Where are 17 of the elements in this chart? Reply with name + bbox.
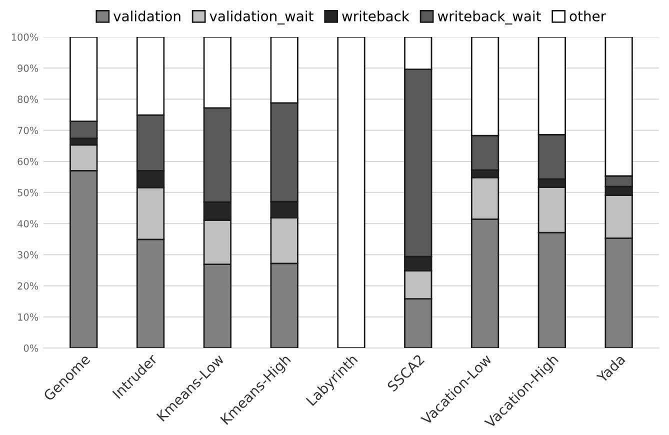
y-tick-label: 10%	[18, 313, 38, 321]
y-tick-label: 50%	[18, 188, 38, 196]
y-tick-label: 20%	[18, 282, 38, 290]
bar	[337, 36, 366, 348]
legend-label: validation	[113, 10, 180, 22]
legend-label: writeback_wait	[438, 10, 541, 24]
y-tick-label: 100%	[12, 33, 38, 41]
y-tick-label: 90%	[18, 64, 38, 72]
y-tick-label: 30%	[18, 251, 38, 259]
legend-label: validation_wait	[210, 10, 314, 24]
y-tick-label: 80%	[18, 96, 38, 104]
legend-label: other	[570, 10, 606, 22]
y-tick-label: 0%	[24, 344, 38, 352]
y-tick-label: 60%	[18, 158, 38, 166]
legend-label: writeback	[342, 10, 410, 22]
y-tick-label: 70%	[18, 126, 38, 134]
y-tick-label: 40%	[17, 220, 38, 228]
